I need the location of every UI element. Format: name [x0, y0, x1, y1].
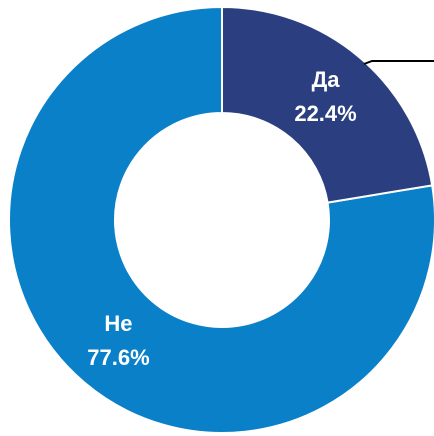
value-label: 77.6%: [87, 345, 149, 370]
category-label: Да: [312, 67, 341, 92]
value-label: 22.4%: [294, 101, 356, 126]
leader-line: [363, 60, 434, 65]
slice-label: Да 22.4%: [294, 67, 356, 126]
donut-slice: [221, 5, 434, 204]
donut-slice: [8, 5, 434, 434]
category-label: Не: [104, 311, 132, 336]
slice-label: Не 77.6%: [87, 311, 149, 370]
